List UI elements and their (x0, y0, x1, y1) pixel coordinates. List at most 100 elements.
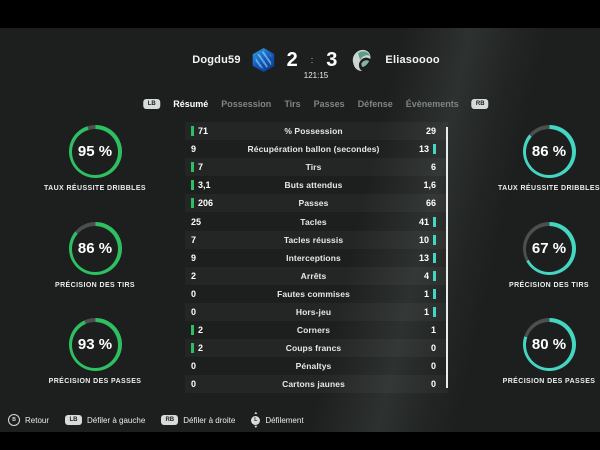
scoreboard: Dogdu59 2 : 3 Eliasoooo (192, 44, 440, 76)
stat-label: Hors-jeu (295, 306, 332, 317)
table-row[interactable]: 9 Récupération ballon (secondes) 13 (185, 140, 448, 158)
away-leader-marker (433, 144, 436, 155)
stat-label: Pénaltys (295, 361, 332, 372)
table-row[interactable]: 9 Interceptions 13 (185, 249, 448, 267)
match-time: 121:15 (303, 71, 329, 80)
home-leader-marker (191, 198, 194, 209)
percentage-value: 67 % (526, 225, 572, 272)
hint-label: Défiler à droite (183, 415, 236, 425)
away-stat-value: 41 (394, 216, 436, 227)
tab-resume[interactable]: Résumé (173, 98, 209, 109)
tab-passes[interactable]: Passes (313, 98, 345, 109)
away-leader-marker (433, 234, 436, 245)
table-row[interactable]: 2 Coups francs 0 (185, 339, 448, 357)
away-stat-value: 4 (394, 270, 436, 281)
tabs-next-bumper-icon[interactable]: RB (471, 98, 489, 109)
home-leader-marker (191, 126, 194, 137)
away-stat-value: 0 (430, 379, 436, 390)
percentage-ring: 95 % (68, 125, 122, 178)
hint-label: Défiler à gauche (87, 415, 146, 425)
percentage-value: 86 % (526, 128, 572, 175)
percentage-value: 80 % (526, 321, 572, 368)
home-stat-value: 7 (191, 162, 233, 173)
away-stat-value: 1,6 (423, 180, 436, 191)
table-row[interactable]: 25 Tacles 41 (185, 212, 448, 230)
left-stick-scroll-icon: ▲ L ▼ (251, 411, 261, 430)
home-percentage-rings: 95 % TAUX RÉUSSITE DRIBBLES 86 % PRÉCISION … (20, 125, 170, 432)
home-stat-value: 206 (191, 198, 233, 209)
away-stat-value: 13 (394, 252, 436, 263)
home-stat-value: 7 (191, 234, 197, 245)
tab-evenements[interactable]: Évènements (405, 98, 459, 109)
percentage-ring: 67 % (522, 222, 576, 275)
percentage-ring: 86 % (522, 125, 576, 178)
home-stat-value: 9 (191, 144, 197, 155)
controller-hint-bar: B Retour LB Défiler à gauche RB Défiler à dro… (8, 408, 304, 432)
hint-label: Défilement (265, 415, 304, 425)
percentage-ring-group: 95 % TAUX RÉUSSITE DRIBBLES (20, 125, 170, 192)
percentage-value: 95 % (72, 128, 118, 175)
percentage-ring-label: PRÉCISION DES PASSES (502, 378, 596, 385)
table-row[interactable]: 2 Corners 1 (185, 321, 448, 339)
hint-defiler-a-droite[interactable]: RB Défiler à droite (161, 415, 235, 425)
percentage-ring: 86 % (68, 222, 122, 275)
percentage-ring-group: 80 % PRÉCISION DES PASSES (474, 318, 600, 385)
table-row[interactable]: 2 Arrêts 4 (185, 267, 448, 285)
home-stat-value: 0 (191, 306, 197, 317)
table-row[interactable]: 0 Hors-jeu 1 (185, 303, 448, 321)
tab-defense[interactable]: Défense (357, 98, 393, 109)
away-stat-value: 1 (394, 288, 436, 299)
stat-label: Buts attendus (284, 180, 343, 191)
table-row[interactable]: 0 Pénaltys 0 (185, 357, 448, 375)
hint-defilement[interactable]: ▲ L ▼ Défilement (251, 411, 304, 430)
b-button-icon: B (8, 414, 20, 426)
home-stat-value: 25 (191, 216, 202, 227)
letterbox-bottom (0, 432, 600, 450)
tab-bar: LB Résumé Possession Tirs Passes Défense Évèn… (143, 95, 489, 112)
away-stat-value: 0 (430, 343, 436, 354)
away-stat-value: 6 (430, 162, 436, 173)
home-stat-value: 2 (191, 343, 233, 354)
stat-label: Fautes commises (277, 288, 350, 299)
away-leader-marker (433, 216, 436, 227)
table-row[interactable]: 71 % Possession 29 (185, 122, 448, 140)
home-leader-marker (191, 162, 194, 173)
tab-tirs[interactable]: Tirs (284, 98, 301, 109)
away-team-name: Eliasoooo (385, 54, 440, 66)
percentage-ring-label: PRÉCISION DES TIRS (509, 282, 589, 289)
percentage-ring-label: TAUX RÉUSSITE DRIBBLES (497, 185, 600, 192)
table-row[interactable]: 3,1 Buts attendus 1,6 (185, 176, 448, 194)
percentage-ring-label: PRÉCISION DES PASSES (48, 378, 142, 385)
table-row[interactable]: 0 Cartons jaunes 0 (185, 375, 448, 393)
percentage-ring: 80 % (522, 318, 576, 371)
away-leader-marker (433, 252, 436, 263)
hint-retour[interactable]: B Retour (8, 414, 49, 426)
away-stat-value: 1 (430, 325, 436, 336)
table-row[interactable]: 206 Passes 66 (185, 194, 448, 212)
stat-label: Arrêts (300, 270, 327, 281)
tab-possession[interactable]: Possession (221, 98, 272, 109)
stats-scrollbar[interactable] (446, 127, 448, 389)
percentage-value: 86 % (72, 225, 118, 272)
table-row[interactable]: 7 Tirs 6 (185, 158, 448, 176)
home-stat-value: 2 (191, 270, 197, 281)
table-row[interactable]: 0 Fautes commises 1 (185, 285, 448, 303)
table-row[interactable]: 7 Tacles réussis 10 (185, 231, 448, 249)
bumper-rb-icon: RB (161, 415, 179, 425)
stat-label: Interceptions (286, 252, 341, 263)
percentage-ring-group: 93 % PRÉCISION DES PASSES (20, 318, 170, 385)
hint-defiler-a-gauche[interactable]: LB Défiler à gauche (65, 415, 145, 425)
tab-list: Résumé Possession Tirs Passes Défense Évèneme… (173, 99, 458, 109)
percentage-ring-label: TAUX RÉUSSITE DRIBBLES (43, 185, 146, 192)
percentage-ring-group: 86 % PRÉCISION DES TIRS (20, 222, 170, 289)
away-stat-value: 0 (430, 361, 436, 372)
away-team-badge (353, 49, 371, 71)
stat-label: Coups francs (285, 343, 342, 354)
tabs-prev-bumper-icon[interactable]: LB (143, 98, 161, 109)
away-stat-value: 10 (394, 234, 436, 245)
percentage-ring-group: 86 % TAUX RÉUSSITE DRIBBLES (474, 125, 600, 192)
away-leader-marker (433, 288, 436, 299)
home-stat-value: 0 (191, 379, 197, 390)
stats-table: 71% Possession 29 9 Récupération ballon (se… (185, 122, 448, 393)
